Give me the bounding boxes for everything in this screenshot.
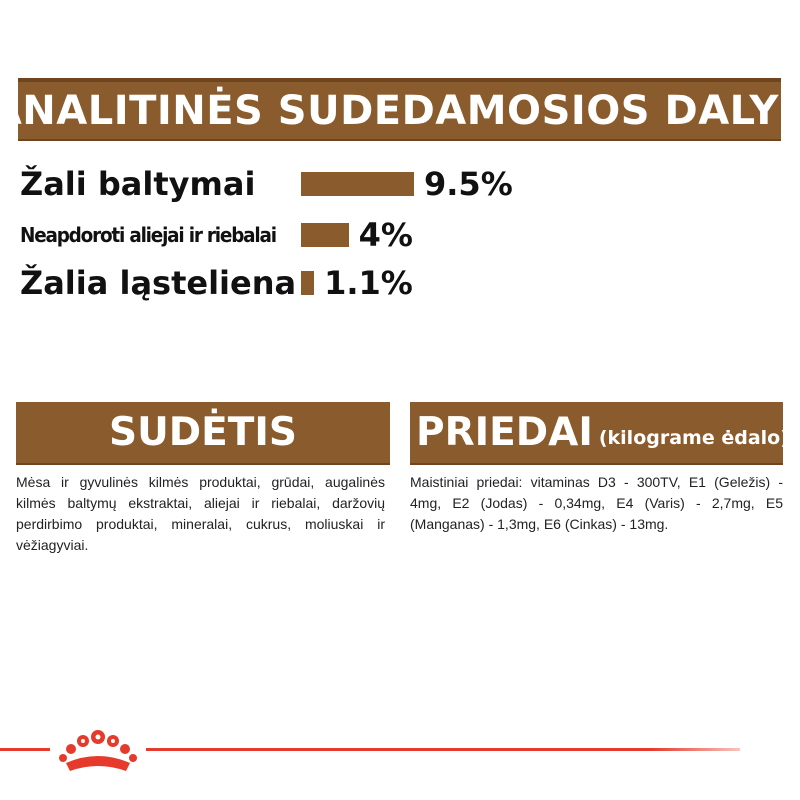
analytical-constituents-banner: ANALITINĖS SUDEDAMOSIOS DALYS	[0, 78, 800, 141]
analytic-bar	[301, 223, 349, 247]
analytic-value: 4%	[358, 216, 413, 254]
analytical-constituents-title: ANALITINĖS SUDEDAMOSIOS DALYS	[0, 87, 800, 134]
analytic-value: 9.5%	[424, 165, 513, 203]
composition-title: SUDĖTIS	[109, 410, 297, 455]
analytic-row-protein: Žali baltymai 9.5%	[20, 163, 513, 205]
composition-text: Mėsa ir gyvulinės kilmės produktai, grūd…	[16, 474, 385, 553]
additives-title: PRIEDAI	[416, 410, 593, 455]
analytic-row-fat: Neapdoroti aliejai ir riebalai 4%	[20, 216, 413, 254]
analytic-bar	[301, 271, 315, 295]
analytic-label: Žalia ląsteliena	[20, 264, 297, 302]
additives-text: Maistiniai priedai: vitaminas D3 - 300TV…	[410, 474, 783, 532]
composition-banner: SUDĖTIS	[16, 402, 390, 465]
analytic-label: Žali baltymai	[20, 165, 256, 203]
analytic-row-fibre: Žalia ląsteliena 1.1%	[20, 262, 413, 304]
analytic-label: Neapdoroti aliejai ir riebalai	[20, 223, 277, 247]
additives-subtitle: (kilograme ėdalo)	[598, 426, 789, 449]
footer-line-left	[0, 748, 50, 751]
additives-banner: PRIEDAI (kilograme ėdalo)	[410, 402, 789, 465]
royal-canin-crown-icon	[59, 730, 137, 771]
analytic-value: 1.1%	[324, 264, 413, 302]
analytic-bar	[301, 172, 414, 196]
footer-line-right	[146, 748, 740, 751]
